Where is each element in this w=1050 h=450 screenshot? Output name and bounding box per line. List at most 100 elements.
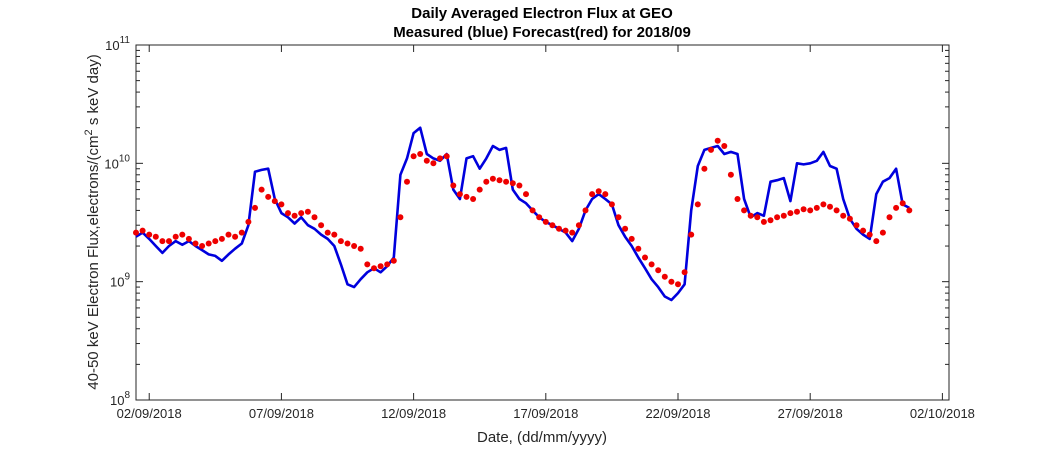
forecast-point	[608, 201, 615, 208]
forecast-point	[159, 238, 166, 245]
x-axis-label: Date, (dd/mm/yyyy)	[477, 429, 607, 446]
forecast-point	[139, 227, 146, 234]
forecast-point	[271, 198, 278, 205]
forecast-point	[212, 238, 219, 245]
forecast-point	[456, 191, 463, 198]
forecast-point	[562, 227, 569, 234]
forecast-point	[774, 214, 781, 221]
forecast-point	[542, 218, 549, 225]
forecast-point	[496, 177, 503, 184]
forecast-point	[800, 206, 807, 213]
plot-area	[135, 44, 950, 401]
forecast-point	[840, 212, 847, 219]
y-tick-base: 10	[110, 393, 124, 408]
forecast-point	[827, 203, 833, 210]
y-axis-label: 40-50 keV Electron Flux,electrons/(cm2 s…	[83, 54, 102, 389]
forecast-point	[893, 204, 900, 211]
y-axis-label-superscript: 2	[83, 129, 95, 135]
forecast-point	[166, 238, 172, 245]
forecast-point	[172, 233, 179, 240]
forecast-point	[258, 186, 265, 193]
forecast-point	[556, 225, 562, 232]
forecast-point	[734, 196, 741, 202]
forecast-point	[873, 238, 880, 245]
forecast-point	[357, 245, 364, 252]
forecast-point	[238, 229, 245, 236]
y-tick-exponent: 9	[124, 272, 130, 283]
series-line-measured	[135, 126, 910, 302]
forecast-point	[463, 193, 470, 200]
forecast-point	[503, 178, 510, 185]
forecast-point	[866, 231, 873, 238]
forecast-point	[655, 267, 662, 274]
forecast-point	[430, 160, 437, 167]
forecast-point	[575, 222, 582, 229]
x-tick-label: 12/09/2018	[381, 406, 446, 421]
forecast-point	[780, 212, 787, 219]
forecast-point	[529, 207, 536, 214]
forecast-point	[760, 218, 767, 225]
forecast-point	[516, 182, 523, 189]
forecast-point	[694, 201, 701, 208]
forecast-point	[192, 240, 199, 247]
forecast-point	[397, 214, 404, 221]
y-tick-label: 1010	[104, 153, 130, 171]
forecast-point	[417, 151, 424, 157]
forecast-point	[628, 235, 635, 242]
forecast-point	[523, 191, 529, 198]
y-tick-exponent: 8	[124, 390, 130, 401]
forecast-point	[675, 281, 681, 288]
forecast-point	[569, 229, 576, 236]
forecast-point	[252, 204, 258, 211]
forecast-point	[549, 222, 556, 229]
forecast-point	[489, 175, 496, 182]
forecast-point	[410, 153, 417, 160]
forecast-point	[906, 207, 913, 214]
forecast-point	[351, 243, 358, 249]
y-tick-base: 10	[110, 275, 124, 290]
forecast-point	[179, 231, 186, 238]
forecast-point	[423, 157, 430, 164]
forecast-point	[886, 214, 893, 221]
forecast-point	[331, 231, 338, 238]
forecast-point	[661, 273, 668, 280]
forecast-point	[133, 229, 139, 236]
forecast-point	[304, 208, 311, 215]
y-tick-label: 108	[110, 390, 130, 408]
forecast-point	[582, 207, 589, 214]
x-tick-label: 17/09/2018	[513, 406, 578, 421]
forecast-point	[364, 261, 371, 268]
forecast-point	[727, 171, 734, 178]
forecast-point	[635, 245, 642, 252]
forecast-point	[476, 186, 483, 193]
chart-subtitle: Measured (blue) Forecast(red) for 2018/0…	[393, 24, 691, 41]
forecast-point	[833, 207, 840, 214]
forecast-point	[714, 137, 721, 144]
forecast-point	[681, 269, 688, 276]
forecast-point	[701, 165, 708, 172]
forecast-point	[622, 225, 629, 232]
series-layer	[133, 126, 913, 302]
x-tick-label: 02/09/2018	[117, 406, 182, 421]
forecast-point	[225, 231, 232, 238]
forecast-point	[509, 180, 516, 187]
forecast-point	[767, 217, 774, 224]
forecast-point	[642, 254, 648, 261]
forecast-point	[787, 210, 794, 217]
forecast-point	[311, 214, 318, 221]
y-axis-label-main: 40-50 keV Electron Flux,electrons/(cm	[85, 135, 102, 389]
x-axis: 02/09/2018 07/09/2018 12/09/2018 17/09/2018…	[117, 45, 975, 421]
y-tick-base: 10	[104, 156, 118, 171]
x-tick-label: 22/09/2018	[645, 406, 710, 421]
forecast-point	[218, 235, 225, 242]
forecast-point	[794, 208, 800, 215]
x-tick-label: 07/09/2018	[249, 406, 314, 421]
y-tick-exponent: 11	[120, 35, 131, 46]
forecast-point	[232, 233, 239, 240]
forecast-point	[602, 191, 609, 198]
forecast-point	[146, 231, 153, 238]
forecast-point	[846, 215, 853, 222]
forecast-point	[298, 210, 305, 217]
